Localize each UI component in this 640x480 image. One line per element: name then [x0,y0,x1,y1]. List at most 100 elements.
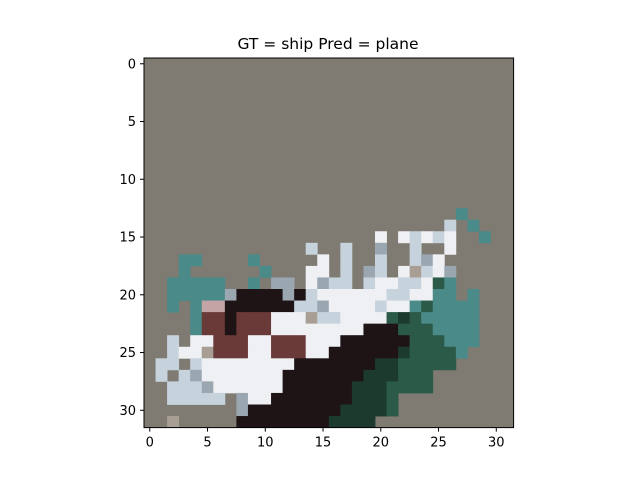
image-pixel [224,312,237,325]
image-pixel [375,346,387,359]
image-pixel [455,300,468,313]
image-pixel [375,300,387,313]
image-pixel [386,300,399,313]
image-pixel [224,289,237,301]
image-pixel [190,358,203,371]
image-pixel [375,335,387,348]
image-pixel [363,404,376,417]
image-pixel [317,369,330,382]
image-pixel [421,265,434,278]
image-pixel [351,323,364,336]
image-pixel [398,381,411,394]
image-pixel [271,416,283,428]
image-pixel [444,335,457,348]
image-pixel [386,369,399,382]
image-pixel [282,392,295,405]
image-pixel [282,335,295,348]
image-pixel [282,358,295,371]
image-pixel [386,289,399,301]
image-pixel [213,381,226,394]
plot-area [144,58,514,428]
image-pixel [259,358,272,371]
image-pixel [444,300,457,313]
x-tick-label: 0 [146,436,154,451]
image-pixel [432,277,445,290]
image-pixel [421,254,434,267]
image-pixel [201,346,214,359]
image-pixel [247,346,260,359]
image-pixel [190,312,203,325]
y-axis: 0 5 10 15 20 25 30 [119,57,144,419]
image-pixel [444,289,457,301]
image-pixel [375,369,387,382]
image-pixel [294,416,307,428]
image-pixel [259,392,272,405]
image-pixel [305,381,318,394]
image-pixel [259,416,272,428]
image-pixel [259,381,272,394]
image-pixel [282,300,295,313]
image-pixel [167,416,180,428]
image-pixel [351,369,364,382]
image-pixel [305,358,318,371]
image-pixel [213,358,226,371]
image-pixel [294,381,307,394]
image-pixel [340,369,353,382]
image-pixel [432,289,445,301]
image-pixel [432,358,445,371]
image-pixel [328,358,341,371]
image-pixel [363,346,376,359]
image-pixel [201,300,214,313]
image-pixel [328,277,341,290]
x-axis: 0 5 10 15 20 25 30 [146,427,505,451]
image-pixel [363,392,376,405]
image-pixel [282,416,295,428]
image-pixel [317,289,330,301]
image-pixel [282,312,295,325]
image-pixel [386,381,399,394]
image-pixel [328,312,341,325]
image-pixel [247,369,260,382]
image-pixel [259,346,272,359]
image-pixel [178,346,191,359]
image-pixel [247,254,260,267]
chart-title: GT = ship Pred = plane [237,35,418,53]
image-pixel [271,404,283,417]
image-pixel [386,404,399,417]
image-pixel [444,346,457,359]
image-pixel [432,265,445,278]
image-pixel [398,312,411,325]
image-pixel [178,289,191,301]
image-pixel [432,335,445,348]
image-pixel [340,277,353,290]
image-pixel [190,289,203,301]
image-pixel [398,346,411,359]
image-pixel [351,392,364,405]
image-pixel [294,358,307,371]
image-pixel [409,231,422,244]
image-pixel [305,335,318,348]
image-pixel [328,335,341,348]
image-pixel [155,358,168,371]
image-pixel [409,277,422,290]
image-pixel [351,312,364,325]
image-pixel [294,369,307,382]
image-pixel [375,404,387,417]
image-pixel [328,323,341,336]
image-pixel [421,277,434,290]
image-pixel [224,369,237,382]
image-pixel [386,323,399,336]
image-pixel [363,358,376,371]
y-tick-label: 20 [119,288,136,303]
image-pixel [190,335,203,348]
image-pixel [340,289,353,301]
image-pixel [167,381,180,394]
image-pixel [386,392,399,405]
image-pixel [236,392,249,405]
image-pixel [190,346,203,359]
image-pixel [328,404,341,417]
image-pixel [236,404,249,417]
image-pixel [236,312,249,325]
image-pixel [351,404,364,417]
image-pixel [259,369,272,382]
